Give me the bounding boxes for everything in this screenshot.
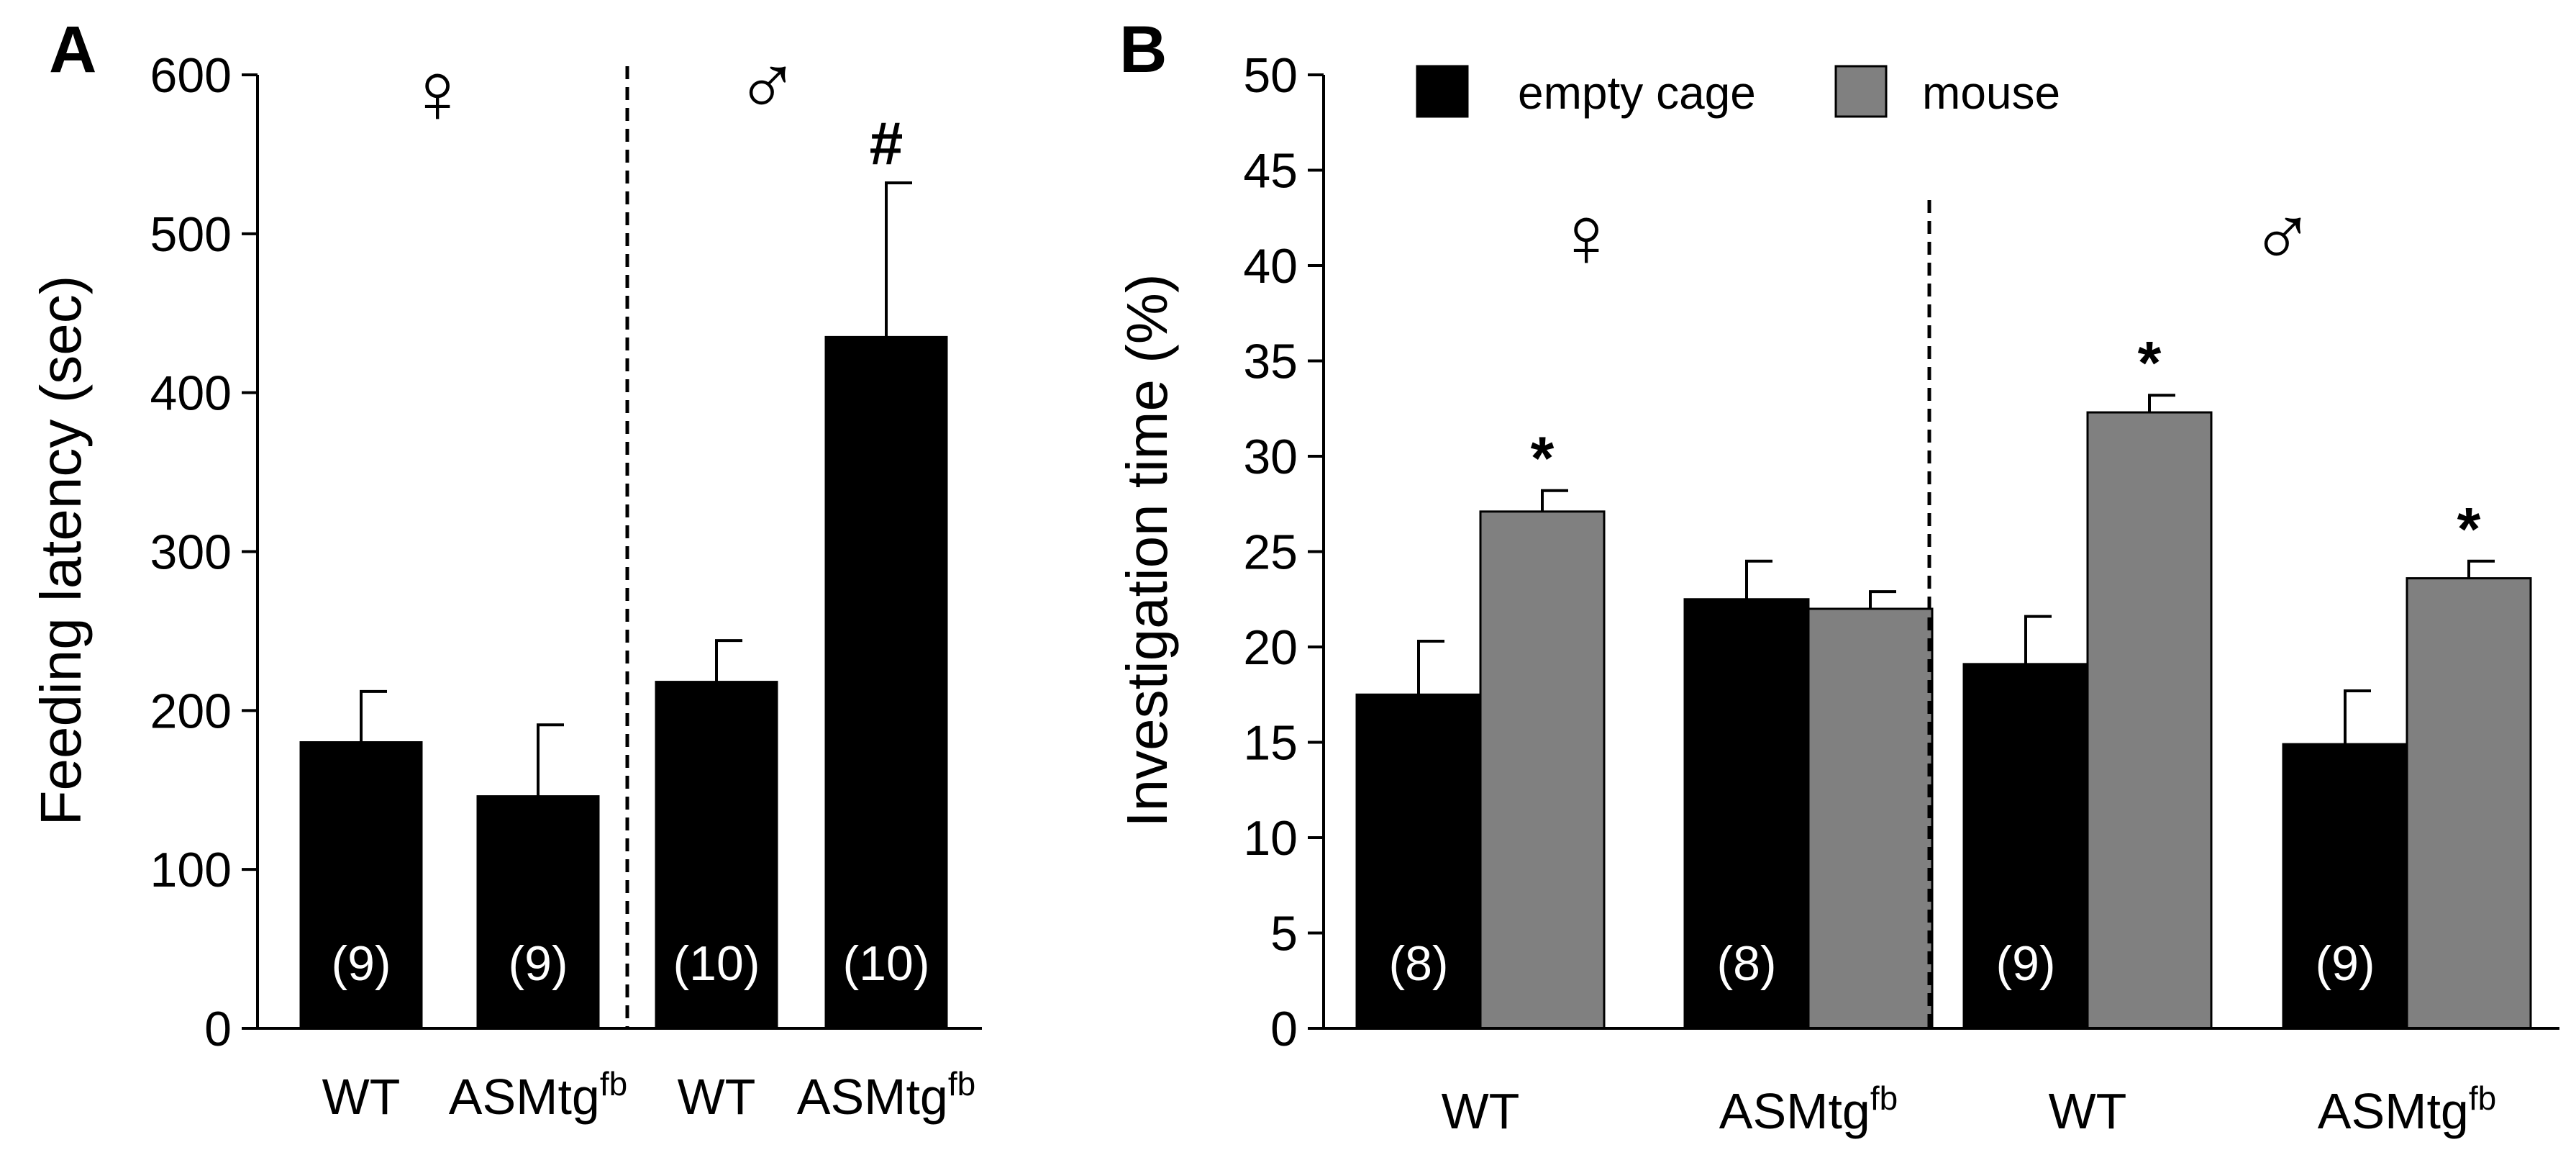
panel-a-3-bar: [824, 335, 948, 1030]
y-tick-label: 500: [150, 207, 232, 262]
panel-a-2-bar: [655, 681, 778, 1030]
y-tick-label: 15: [1243, 716, 1298, 771]
panel-b-legend: empty cage mouse: [1416, 65, 2060, 119]
y-tick-label: 0: [1270, 1002, 1298, 1056]
sample-size-label: (8): [1388, 936, 1448, 991]
panel-b-2-0-bar: [1962, 663, 2089, 1030]
y-tick-label: 600: [150, 48, 232, 103]
y-tick-label: 50: [1243, 48, 1298, 103]
panel-a-male-symbol: ♂: [735, 37, 800, 134]
panel-b-3-0-bar: [2282, 743, 2408, 1030]
panel-a-y-axis-label: Feeding latency (sec): [29, 276, 93, 826]
significance-mark: *: [2457, 495, 2481, 563]
panel-b-bars: (8) * (8) (9) * (9) *: [1355, 329, 2532, 1030]
panel-b-2-1-bar: [2086, 411, 2213, 1030]
category-label: WT: [678, 1069, 756, 1125]
sample-size-label: (10): [843, 936, 930, 991]
y-tick-label: 25: [1243, 525, 1298, 580]
sample-size-label: (9): [1995, 936, 2055, 991]
legend-swatch-empty-cage: [1416, 65, 1469, 118]
category-label: WT: [2049, 1083, 2127, 1139]
panel-a-y-ticks: 0 100 200 300 400 500 600: [150, 48, 258, 1056]
panel-b-female-symbol: ♀: [1554, 189, 1619, 285]
category-label: ASMtgfb: [1719, 1079, 1898, 1139]
sample-size-label: (9): [331, 936, 391, 991]
sample-size-label: (9): [508, 936, 568, 991]
y-tick-label: 35: [1243, 335, 1298, 389]
panel-b-y-axis-label: Investigation time (%): [1115, 273, 1179, 827]
y-tick-label: 400: [150, 366, 232, 421]
category-label: WT: [1442, 1083, 1520, 1139]
panel-a-1-bar: [476, 795, 600, 1030]
significance-mark: *: [2138, 329, 2162, 397]
panel-b-category-labels: WT ASMtgfb WT ASMtgfb: [1442, 1079, 2497, 1139]
sample-size-label: (9): [2315, 936, 2375, 991]
sample-size-label: (10): [673, 936, 760, 991]
y-tick-label: 40: [1243, 239, 1298, 294]
panel-b-male-symbol: ♂: [2250, 189, 2315, 285]
sample-size-label: (8): [1716, 936, 1776, 991]
significance-mark: #: [870, 109, 904, 177]
y-tick-label: 0: [204, 1002, 232, 1056]
category-label: ASMtgfb: [797, 1065, 975, 1125]
legend-label-empty-cage: empty cage: [1518, 67, 1756, 119]
panel-b-3-1-bar: [2406, 577, 2532, 1030]
panel-a-letter: A: [49, 13, 96, 86]
y-tick-label: 10: [1243, 811, 1298, 866]
panel-a-category-labels: WT ASMtgfb WT ASMtgfb: [322, 1065, 976, 1125]
panel-a-female-symbol: ♀: [405, 45, 470, 141]
legend-label-mouse: mouse: [1922, 67, 2060, 119]
category-label: ASMtgfb: [2318, 1079, 2496, 1139]
significance-mark: *: [1531, 425, 1555, 492]
panel-a-bars: (9) (9) (10) (10) #: [299, 109, 948, 1030]
y-tick-label: 100: [150, 843, 232, 897]
y-tick-label: 300: [150, 525, 232, 580]
y-tick-label: 20: [1243, 620, 1298, 675]
panel-b-1-1-bar: [1807, 607, 1934, 1030]
y-tick-label: 45: [1243, 144, 1298, 199]
y-tick-label: 200: [150, 684, 232, 738]
y-tick-label: 5: [1270, 907, 1298, 961]
y-tick-label: 30: [1243, 430, 1298, 484]
panel-b-0-1-bar: [1479, 510, 1606, 1030]
panel-a: A Feeding latency (sec) 0 100 200 300 400 500…: [29, 13, 982, 1125]
panel-b-letter: B: [1119, 13, 1167, 86]
category-label: ASMtgfb: [449, 1065, 627, 1125]
panel-b-1-0-bar: [1683, 598, 1810, 1030]
panel-b-y-ticks: 0 5 10 15 20 25 30 35 40 45 50: [1243, 48, 1324, 1056]
panel-b: B Investigation time (%) 0 5 10 15 20 25 30 35 4…: [1115, 13, 2559, 1139]
category-label: WT: [322, 1069, 401, 1125]
legend-swatch-mouse: [1834, 65, 1888, 118]
